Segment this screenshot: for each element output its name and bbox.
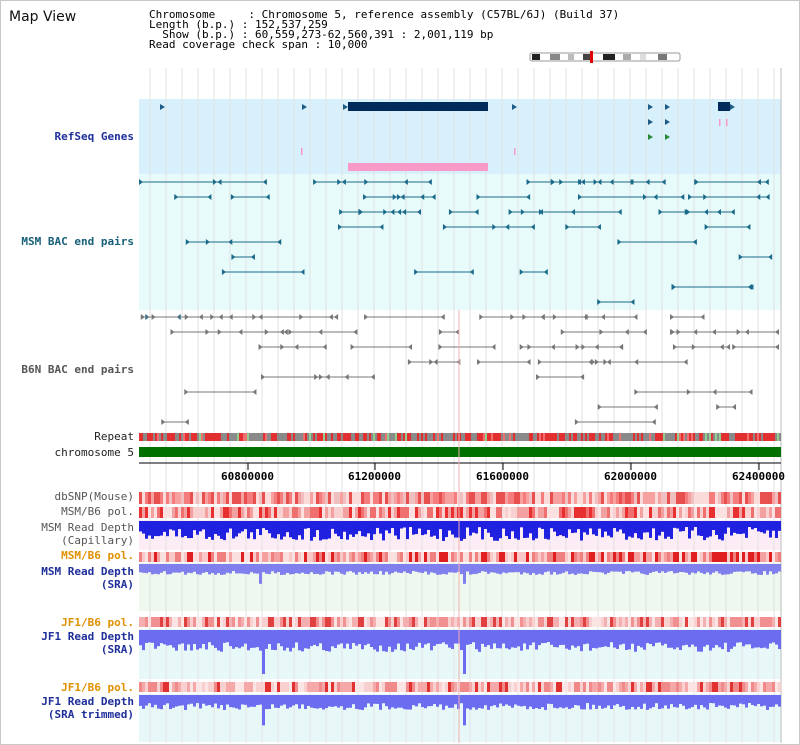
axis-tick-label: 62000000 (604, 470, 657, 483)
refseq-gene-arrow (343, 104, 348, 110)
info-show: Show (b.p.) : 60,559,273-62,560,391 : 2,… (149, 28, 494, 41)
track-label-msm-bac: MSM BAC end pairs (21, 235, 134, 248)
track-label-b6n-bac: B6N BAC end pairs (21, 363, 134, 376)
track-label-msm-depth-sra-1: MSM Read Depth (41, 565, 134, 578)
refseq-gene-arrow (512, 104, 517, 110)
page-title: Map View (9, 9, 77, 25)
axis-tick-label: 62400000 (732, 470, 785, 483)
refseq-gene-arrow (648, 104, 653, 110)
refseq-transcript-pink (348, 163, 488, 171)
refseq-gene-arrow (730, 104, 735, 110)
track-label-jf1-pol: JF1/B6 pol. (61, 616, 134, 629)
chromosome-ideogram[interactable] (528, 50, 684, 66)
refseq-gene-small (718, 102, 730, 111)
axis-tick-label: 60800000 (221, 470, 274, 483)
refseq-gene-arrow (665, 119, 670, 125)
ideogram-position-marker (590, 51, 593, 63)
refseq-gene-main (348, 102, 488, 111)
jf1-depth-trimmed (139, 695, 781, 696)
refseq-gene-arrow (648, 134, 653, 140)
track-label-chromosome: chromosome 5 (54, 446, 134, 459)
refseq-gene-arrow (665, 134, 670, 140)
jf1-depth-sra (139, 630, 781, 631)
refseq-gene-arrow (665, 104, 670, 110)
track-label-msm-depth-cap-2: (Capillary) (61, 534, 134, 547)
track-label-jf1-trim-1: JF1 Read Depth (41, 695, 134, 708)
track-label-jf1-depth-2: (SRA) (100, 643, 134, 656)
track-label-jf1-trim-2: (SRA trimmed) (47, 708, 134, 721)
track-label-msm-pol-2: MSM/B6 pol. (61, 549, 134, 562)
axis-tick-label: 61600000 (476, 470, 529, 483)
axis-tick-label: 61200000 (348, 470, 401, 483)
track-label-msm-depth-cap-1: MSM Read Depth (41, 521, 134, 534)
msm-depth-sra (139, 564, 781, 565)
info-length: Length (b.p.) : 152,537,259 (149, 18, 328, 31)
track-label-msm-pol: MSM/B6 pol. (61, 505, 134, 518)
info-span: Read coverage check span : 10,000 (149, 38, 368, 51)
refseq-gene-arrow (302, 104, 307, 110)
refseq-gene-arrow (648, 119, 653, 125)
track-label-refseq: RefSeq Genes (54, 130, 134, 143)
track-label-msm-depth-sra-2: (SRA) (100, 578, 134, 591)
chromosome-info: Chromosome : Chromosome 5, reference ass… (149, 8, 620, 51)
refseq-gene-arrow (160, 104, 165, 110)
chromosome-bar (139, 447, 781, 457)
track-label-jf1-depth-1: JF1 Read Depth (41, 630, 134, 643)
track-label-repeat: Repeat (94, 430, 134, 443)
track-label-dbsnp: dbSNP(Mouse) (54, 490, 134, 503)
track-label-jf1-pol-2: JF1/B6 pol. (61, 681, 134, 694)
info-chromosome: Chromosome : Chromosome 5, reference ass… (149, 8, 620, 21)
msm-depth-capillary (139, 521, 781, 522)
